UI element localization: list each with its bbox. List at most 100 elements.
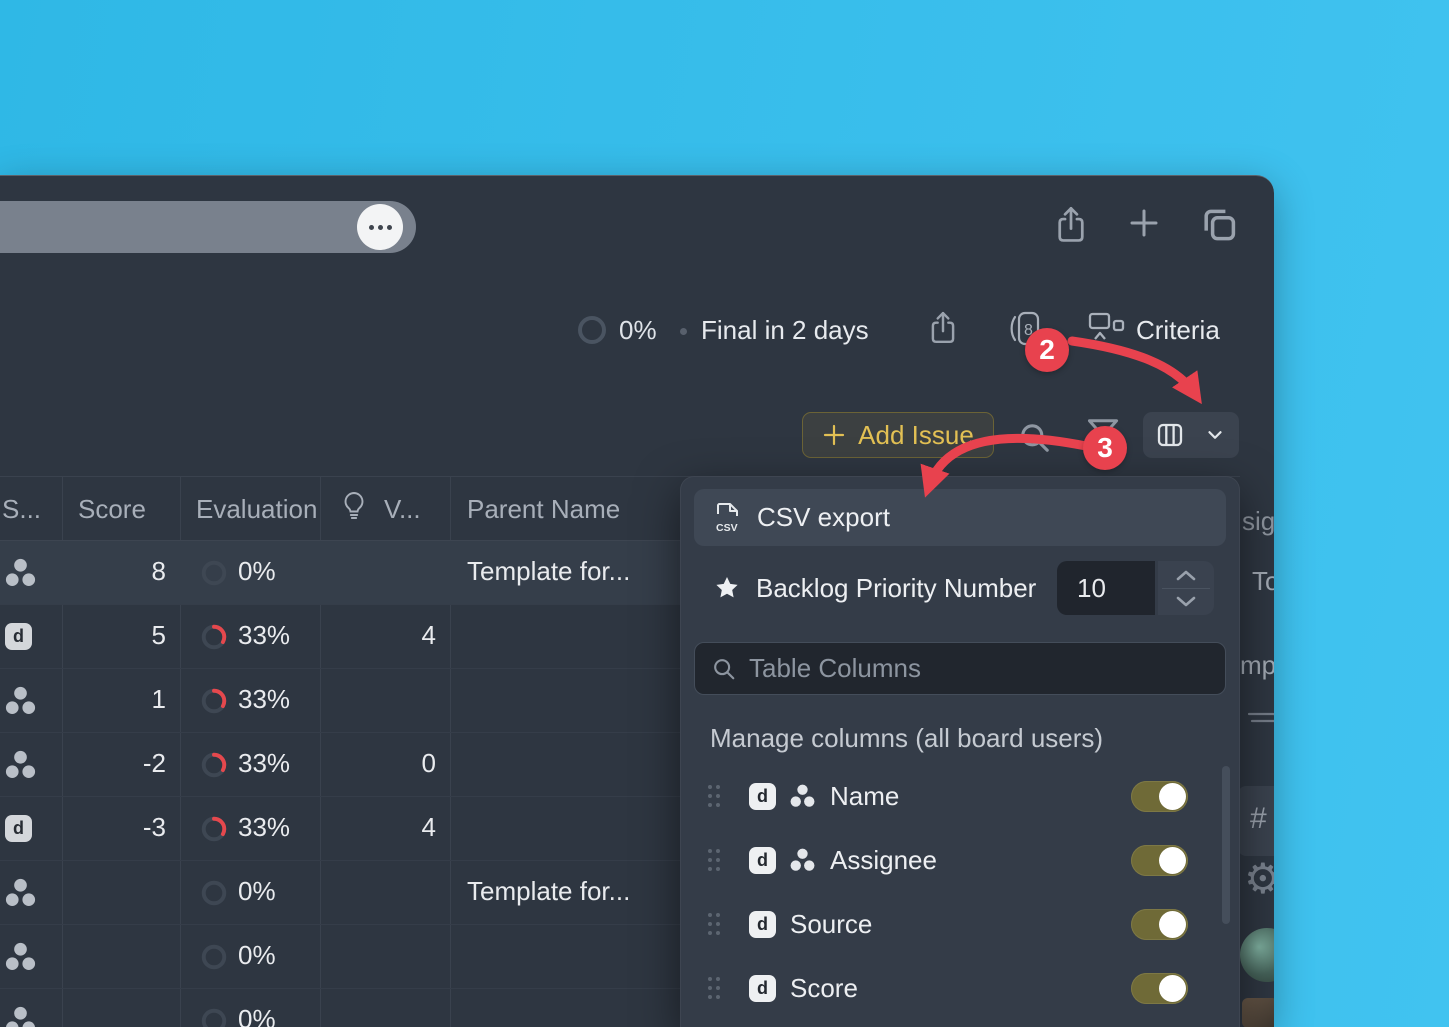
column-toggle-switch[interactable]: [1131, 972, 1188, 1004]
clipped-cell-text: mp: [1240, 650, 1274, 680]
header-evaluation[interactable]: Evaluation: [196, 494, 318, 524]
evaluation-cell: 33%: [238, 748, 291, 778]
stepper-down-button[interactable]: [1158, 588, 1214, 615]
browser-new-tab-icon[interactable]: [1126, 205, 1162, 241]
asana-cluster-icon: [4, 749, 37, 782]
backlog-priority-label: Backlog Priority Number: [756, 572, 1037, 603]
share-icon[interactable]: [926, 308, 960, 348]
table-row[interactable]: d 5 33% 4: [0, 605, 1240, 669]
column-divider: [180, 476, 181, 1027]
add-issue-button[interactable]: Add Issue: [802, 412, 994, 458]
evaluation-cell: 0%: [238, 1004, 276, 1027]
svg-text:8: 8: [1024, 322, 1033, 339]
drag-handle-icon[interactable]: [706, 911, 722, 937]
header-source[interactable]: S...: [2, 494, 42, 524]
criteria-label[interactable]: Criteria: [1136, 315, 1220, 345]
column-toggle-switch[interactable]: [1131, 908, 1188, 940]
table-header: S... Score Evaluation V... Parent Name: [0, 476, 1240, 541]
progress-label: 0%: [619, 315, 657, 345]
progress-circle: [578, 316, 606, 344]
evaluation-ring: [200, 687, 228, 715]
d-badge-icon: d: [5, 815, 32, 842]
table-row[interactable]: d -2 33% 0: [0, 733, 1240, 797]
score-cell: 8: [151, 556, 166, 586]
evaluation-ring: [200, 751, 228, 779]
browser-address-bar[interactable]: [0, 201, 416, 253]
columns-icon: [1157, 423, 1183, 447]
header-parent-name[interactable]: Parent Name: [467, 494, 621, 524]
evaluation-cell: 0%: [238, 876, 276, 906]
column-search-input[interactable]: [749, 653, 1169, 684]
parent-name-cell: Template for...: [467, 876, 631, 906]
backlog-priority-input[interactable]: [1057, 561, 1155, 615]
separator-dot: [680, 328, 687, 335]
search-icon[interactable]: [1016, 419, 1054, 457]
table-row[interactable]: d 1 33%: [0, 669, 1240, 733]
manage-columns-heading: Manage columns (all board users): [710, 723, 1104, 753]
csv-file-icon: CSV: [716, 503, 738, 533]
stepper-divider: [1162, 588, 1210, 589]
column-toggle-switch[interactable]: [1131, 780, 1188, 812]
criteria-icon[interactable]: [1088, 311, 1128, 345]
panel-scrollbar[interactable]: [1222, 766, 1230, 924]
column-toggle-row: d Score: [694, 956, 1218, 1020]
table-row[interactable]: d -3 33% 4: [0, 797, 1240, 861]
lightbulb-icon: [342, 490, 366, 524]
d-badge-icon: d: [749, 846, 776, 874]
column-search-box[interactable]: [694, 642, 1226, 695]
table-row[interactable]: d 0%: [0, 989, 1240, 1027]
score-cell: 1: [151, 684, 166, 714]
d-badge-icon: d: [749, 782, 776, 810]
column-toggle-row: d Assignee: [694, 828, 1218, 892]
stepper-up-button[interactable]: [1158, 561, 1214, 588]
votes-cell: 4: [421, 812, 436, 842]
parent-name-cell: Template for...: [467, 556, 631, 586]
d-badge-icon: d: [749, 910, 776, 938]
evaluation-ring: [200, 559, 228, 587]
clipped-header-text: sig: [1242, 506, 1274, 536]
score-cell: -3: [142, 812, 166, 842]
avatar[interactable]: [1240, 928, 1274, 982]
chevron-down-icon: [1176, 596, 1196, 606]
numbered-list-button[interactable]: #: [1238, 786, 1274, 856]
star-icon: [716, 576, 738, 598]
browser-tab-overview-icon[interactable]: [1198, 205, 1240, 245]
column-divider: [450, 476, 451, 1027]
column-toggle-row: d Name: [694, 764, 1218, 828]
table-columns-button[interactable]: [1143, 412, 1239, 458]
evaluation-cell: 33%: [238, 684, 291, 714]
evaluation-ring: [200, 815, 228, 843]
column-divider: [62, 476, 63, 1027]
annotation-badge-2: 2: [1025, 328, 1069, 372]
toggle-knob: [1159, 846, 1186, 874]
ellipsis-icon: [386, 224, 392, 230]
gear-icon[interactable]: ⚙: [1244, 854, 1274, 903]
toggle-knob: [1159, 782, 1186, 810]
header-votes[interactable]: V...: [384, 494, 421, 524]
column-toggle-label: Source: [790, 908, 873, 939]
column-toggle-switch[interactable]: [1131, 844, 1188, 876]
add-issue-label: Add Issue: [858, 419, 974, 450]
header-score[interactable]: Score: [78, 494, 146, 524]
csv-export-label: CSV export: [757, 502, 890, 532]
plus-icon: [824, 424, 845, 446]
column-toggle-label: Name: [830, 780, 900, 811]
table-row[interactable]: d 0% Template for...: [0, 861, 1240, 925]
drag-handle-icon[interactable]: [706, 975, 722, 1001]
table-row[interactable]: d 0%: [0, 925, 1240, 989]
column-toggle-label: Assignee: [830, 844, 937, 875]
csv-export-button[interactable]: CSV CSV export: [694, 489, 1226, 546]
stack-fragment-icon: [1246, 706, 1274, 734]
ellipsis-icon: [368, 224, 374, 230]
evaluation-ring: [200, 1007, 228, 1027]
deadline-label: Final in 2 days: [701, 315, 869, 345]
drag-handle-icon[interactable]: [706, 783, 722, 809]
browser-share-icon[interactable]: [1052, 203, 1090, 247]
address-bar-more-button[interactable]: [357, 204, 403, 250]
score-cell: 5: [151, 620, 166, 650]
cluster-icon: [790, 848, 815, 871]
priority-stepper: [1158, 561, 1214, 615]
score-cell: -2: [142, 748, 166, 778]
evaluation-cell: 0%: [238, 940, 276, 970]
drag-handle-icon[interactable]: [706, 847, 722, 873]
